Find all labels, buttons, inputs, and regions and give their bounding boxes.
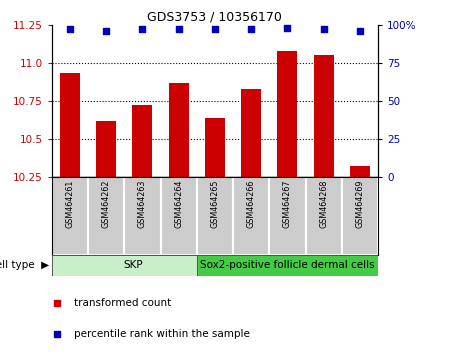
Bar (96, 121, 116, 177)
Text: GSM464264: GSM464264 (174, 179, 183, 228)
Text: cell type  ▶: cell type ▶ (0, 261, 50, 270)
Text: GSM464268: GSM464268 (319, 179, 328, 228)
Text: GSM464266: GSM464266 (247, 179, 256, 228)
Bar (88, 177, 124, 255)
Bar (124, 177, 161, 255)
Bar (306, 177, 342, 255)
Point (212, 27, 219, 32)
Point (66, 27, 73, 32)
Bar (169, 82, 189, 177)
Bar (269, 177, 306, 255)
Bar (197, 177, 233, 255)
Text: Sox2-positive follicle dermal cells: Sox2-positive follicle dermal cells (200, 261, 375, 270)
Text: GSM464269: GSM464269 (356, 179, 364, 228)
Bar (241, 89, 261, 177)
Text: GSM464265: GSM464265 (211, 179, 220, 228)
Bar (205, 118, 225, 177)
Point (284, 25, 291, 31)
Text: GSM464263: GSM464263 (138, 179, 147, 228)
Bar (314, 55, 333, 177)
Bar (132, 105, 153, 177)
Bar (161, 177, 197, 255)
Bar (342, 177, 378, 255)
Bar (350, 166, 370, 177)
Title: GDS3753 / 10356170: GDS3753 / 10356170 (148, 11, 282, 24)
Text: GSM464261: GSM464261 (65, 179, 74, 228)
Text: transformed count: transformed count (74, 298, 171, 308)
Text: GSM464267: GSM464267 (283, 179, 292, 228)
Point (248, 27, 255, 32)
Bar (52, 177, 88, 255)
Bar (60, 74, 80, 177)
Text: SKP: SKP (123, 261, 143, 270)
Point (320, 27, 327, 32)
Point (103, 28, 110, 34)
Text: GSM464262: GSM464262 (102, 179, 111, 228)
Bar (197, 255, 378, 276)
Bar (277, 51, 297, 177)
Bar (52, 255, 215, 276)
Point (139, 27, 146, 32)
Text: percentile rank within the sample: percentile rank within the sample (74, 329, 250, 339)
Point (356, 28, 364, 34)
Point (175, 27, 182, 32)
Bar (233, 177, 269, 255)
